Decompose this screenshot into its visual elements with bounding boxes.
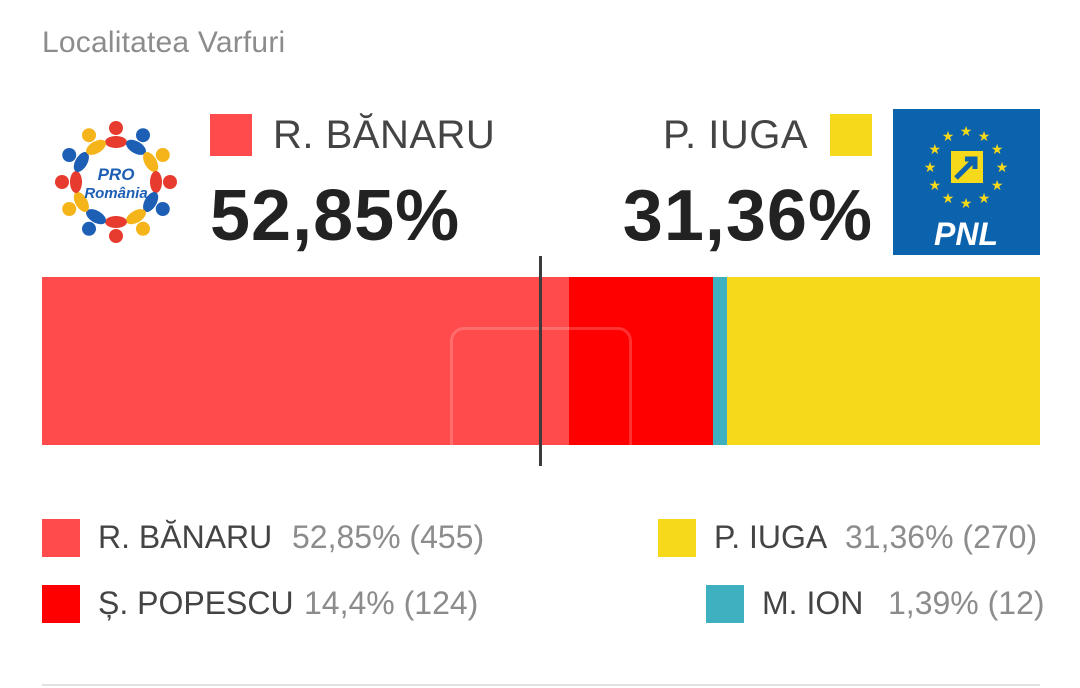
left-candidate-percent: 52,85% bbox=[210, 176, 461, 256]
svg-text:★: ★ bbox=[929, 142, 942, 158]
legend-name: Ș. POPESCU bbox=[98, 585, 294, 621]
svg-text:★: ★ bbox=[942, 129, 955, 145]
svg-text:★: ★ bbox=[978, 191, 991, 207]
svg-text:★: ★ bbox=[924, 160, 937, 176]
legend-swatch bbox=[42, 519, 80, 557]
legend-value: 14,4% (124) bbox=[304, 585, 479, 621]
logo-text-romania: România bbox=[84, 185, 147, 202]
svg-text:★: ★ bbox=[991, 142, 1004, 158]
legend-name: P. IUGA bbox=[714, 519, 828, 555]
legend-value: 31,36% (270) bbox=[845, 519, 1038, 555]
pnl-logo: ★ ★ ★ ★ ★ ★ ★ ★ ★ ★ ★ ★ PNL bbox=[893, 109, 1040, 255]
bar-segment bbox=[42, 277, 569, 445]
pro-romania-logo-icon: PRO România bbox=[55, 121, 177, 243]
page-title: Localitatea Varfuri bbox=[42, 26, 286, 59]
logo-text-pro: PRO bbox=[98, 165, 135, 184]
left-candidate-swatch bbox=[210, 114, 252, 156]
bar-segment bbox=[569, 277, 713, 445]
bar-segment bbox=[727, 277, 1040, 445]
legend-name: R. BĂNARU bbox=[98, 519, 273, 555]
right-candidate-name: P. IUGA bbox=[662, 113, 808, 157]
svg-text:★: ★ bbox=[978, 129, 991, 145]
legend-value: 52,85% (455) bbox=[292, 519, 485, 555]
svg-text:★: ★ bbox=[960, 196, 973, 212]
legend-swatch bbox=[42, 585, 80, 623]
legend-swatch bbox=[658, 519, 696, 557]
legend-name: M. ION bbox=[762, 585, 864, 621]
pnl-logo-icon: ★★★★★★★★★ ★ ★★ PNL bbox=[924, 124, 1009, 252]
left-candidate-name: R. BĂNARU bbox=[273, 113, 496, 157]
svg-text:★: ★ bbox=[942, 191, 955, 207]
bar-segment bbox=[713, 277, 727, 445]
svg-text:★: ★ bbox=[929, 178, 942, 194]
legend-swatch bbox=[706, 585, 744, 623]
svg-text:★: ★ bbox=[960, 124, 973, 140]
svg-text:★: ★ bbox=[991, 178, 1004, 194]
pnl-logo-text: PNL bbox=[934, 216, 998, 252]
right-candidate-percent: 31,36% bbox=[622, 176, 873, 256]
fifty-percent-marker bbox=[539, 256, 542, 466]
right-candidate-swatch bbox=[830, 114, 872, 156]
stacked-bar-chart bbox=[42, 277, 1040, 445]
svg-text:★: ★ bbox=[996, 160, 1009, 176]
divider bbox=[42, 684, 1040, 686]
legend-value: 1,39% (12) bbox=[888, 585, 1045, 621]
